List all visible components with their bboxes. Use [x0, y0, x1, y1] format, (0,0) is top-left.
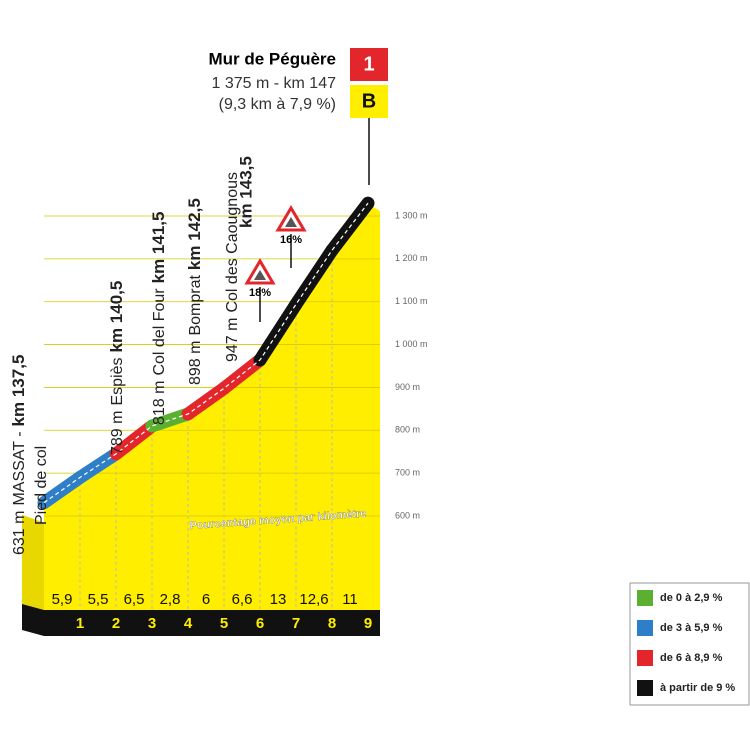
- waypoint-km: km 142,5: [185, 198, 204, 270]
- waypoint-km: km 137,5: [9, 355, 28, 427]
- waypoint-altitude: 631 m: [11, 511, 28, 555]
- summit-stats: (9,3 km à 7,9 %): [219, 96, 336, 113]
- badge-bg: [350, 85, 388, 118]
- waypoint-km: km 140,5: [107, 281, 126, 353]
- waypoint-altitude: 789 m: [109, 411, 126, 455]
- km-marker: 7: [292, 615, 300, 632]
- waypoint-altitude: 818 m: [151, 381, 168, 425]
- legend-label: de 3 à 5,9 %: [660, 622, 723, 634]
- altitude-label: 600 m: [395, 510, 420, 520]
- sign-icon: [254, 270, 266, 280]
- altitude-label: 700 m: [395, 468, 420, 478]
- altitude-label: 800 m: [395, 425, 420, 435]
- waypoint-note: Pied de col: [33, 446, 50, 525]
- summit-name: Mur de Péguère: [208, 49, 336, 68]
- waypoint-place: Espiès: [109, 358, 126, 406]
- summit-detail: 1 375 m - km 147: [212, 75, 337, 92]
- sign-icon: [285, 217, 297, 227]
- legend-label: de 6 à 8,9 %: [660, 652, 723, 664]
- gradient-label: 6: [202, 591, 210, 608]
- waypoint-label: 789 m Espiès km 140,5: [107, 281, 126, 455]
- steep-sign-label: 18%: [249, 287, 271, 299]
- km-marker: 9: [364, 615, 372, 632]
- altitude-label: 1 100 m: [395, 296, 428, 306]
- category-badge: 1: [363, 53, 374, 75]
- legend-label: de 0 à 2,9 %: [660, 592, 723, 604]
- waypoint-km: km 143,5: [236, 156, 255, 228]
- legend-swatch: [637, 680, 653, 696]
- profile-side: [22, 514, 44, 610]
- steep-sign-label: 16%: [280, 234, 302, 246]
- gradient-label: 5,9: [52, 591, 73, 608]
- legend-swatch: [637, 590, 653, 606]
- badge-bg: [350, 48, 388, 81]
- gradient-label: 12,6: [299, 591, 328, 608]
- waypoint-place: Col des Caougnous: [224, 172, 241, 313]
- km-marker: 6: [256, 615, 264, 632]
- profile-centerline: [43, 202, 369, 504]
- altitude-label: 1 300 m: [395, 210, 428, 220]
- altitude-label: 1 000 m: [395, 339, 428, 349]
- legend-label: à partir de 9 %: [660, 682, 735, 694]
- waypoint-label: 947 m Col des Caougnous: [224, 172, 241, 362]
- gradient-label: 11: [342, 591, 358, 608]
- waypoint-label: 818 m Col del Four km 141,5: [149, 212, 168, 425]
- altitude-label: 1 200 m: [395, 253, 428, 263]
- waypoint-altitude: 898 m: [187, 341, 204, 385]
- km-marker: 4: [184, 615, 193, 632]
- km-marker: 8: [328, 615, 336, 632]
- bonus-badge: B: [362, 90, 376, 112]
- legend-swatch: [637, 650, 653, 666]
- waypoint-km: km 141,5: [149, 212, 168, 284]
- waypoint-place: Col del Four: [151, 288, 168, 376]
- gradient-label: 6,6: [232, 591, 253, 608]
- waypoint-place: MASSAT -: [11, 431, 28, 505]
- gradient-label: 6,5: [124, 591, 145, 608]
- legend-swatch: [637, 620, 653, 636]
- waypoint-place: Bomprat: [187, 275, 204, 336]
- waypoint-label: 631 m MASSAT - km 137,5: [9, 355, 28, 555]
- km-marker: 2: [112, 615, 120, 632]
- waypoint-altitude: 947 m: [224, 318, 241, 362]
- gradient-label: 13: [270, 591, 287, 608]
- km-marker: 5: [220, 615, 228, 632]
- gradient-label: 5,5: [88, 591, 109, 608]
- altitude-label: 900 m: [395, 382, 420, 392]
- gradient-label: 2,8: [160, 591, 181, 608]
- km-band: [22, 604, 380, 636]
- waypoint-label: 898 m Bomprat km 142,5: [185, 198, 204, 385]
- km-marker: 3: [148, 615, 156, 632]
- km-marker: 1: [76, 615, 84, 632]
